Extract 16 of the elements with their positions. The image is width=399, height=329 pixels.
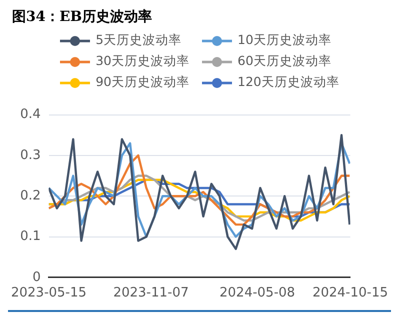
x-tick-label: 2024-10-15 — [312, 286, 388, 301]
x-tick-label: 2023-05-15 — [10, 286, 87, 301]
legend-label: 90天历史波动率 — [96, 74, 190, 91]
y-tick-label: 0 — [32, 270, 41, 285]
legend-label: 10天历史波动率 — [238, 32, 332, 49]
x-tick-label: 2024-05-08 — [220, 286, 296, 301]
legend-label: 60天历史波动率 — [238, 53, 332, 70]
chart-title: 图34：EB历史波动率 — [12, 8, 153, 26]
y-tick-label: 0.4 — [20, 107, 41, 122]
y-tick-label: 0.2 — [20, 188, 41, 204]
x-tick-label: 2023-11-07 — [113, 286, 189, 301]
legend-label: 120天历史波动率 — [238, 74, 340, 91]
y-tick-label: 0.1 — [20, 229, 41, 244]
legend-label: 5天历史波动率 — [96, 32, 182, 49]
y-tick-label: 0.3 — [20, 148, 41, 163]
legend-label: 30天历史波动率 — [96, 53, 190, 70]
